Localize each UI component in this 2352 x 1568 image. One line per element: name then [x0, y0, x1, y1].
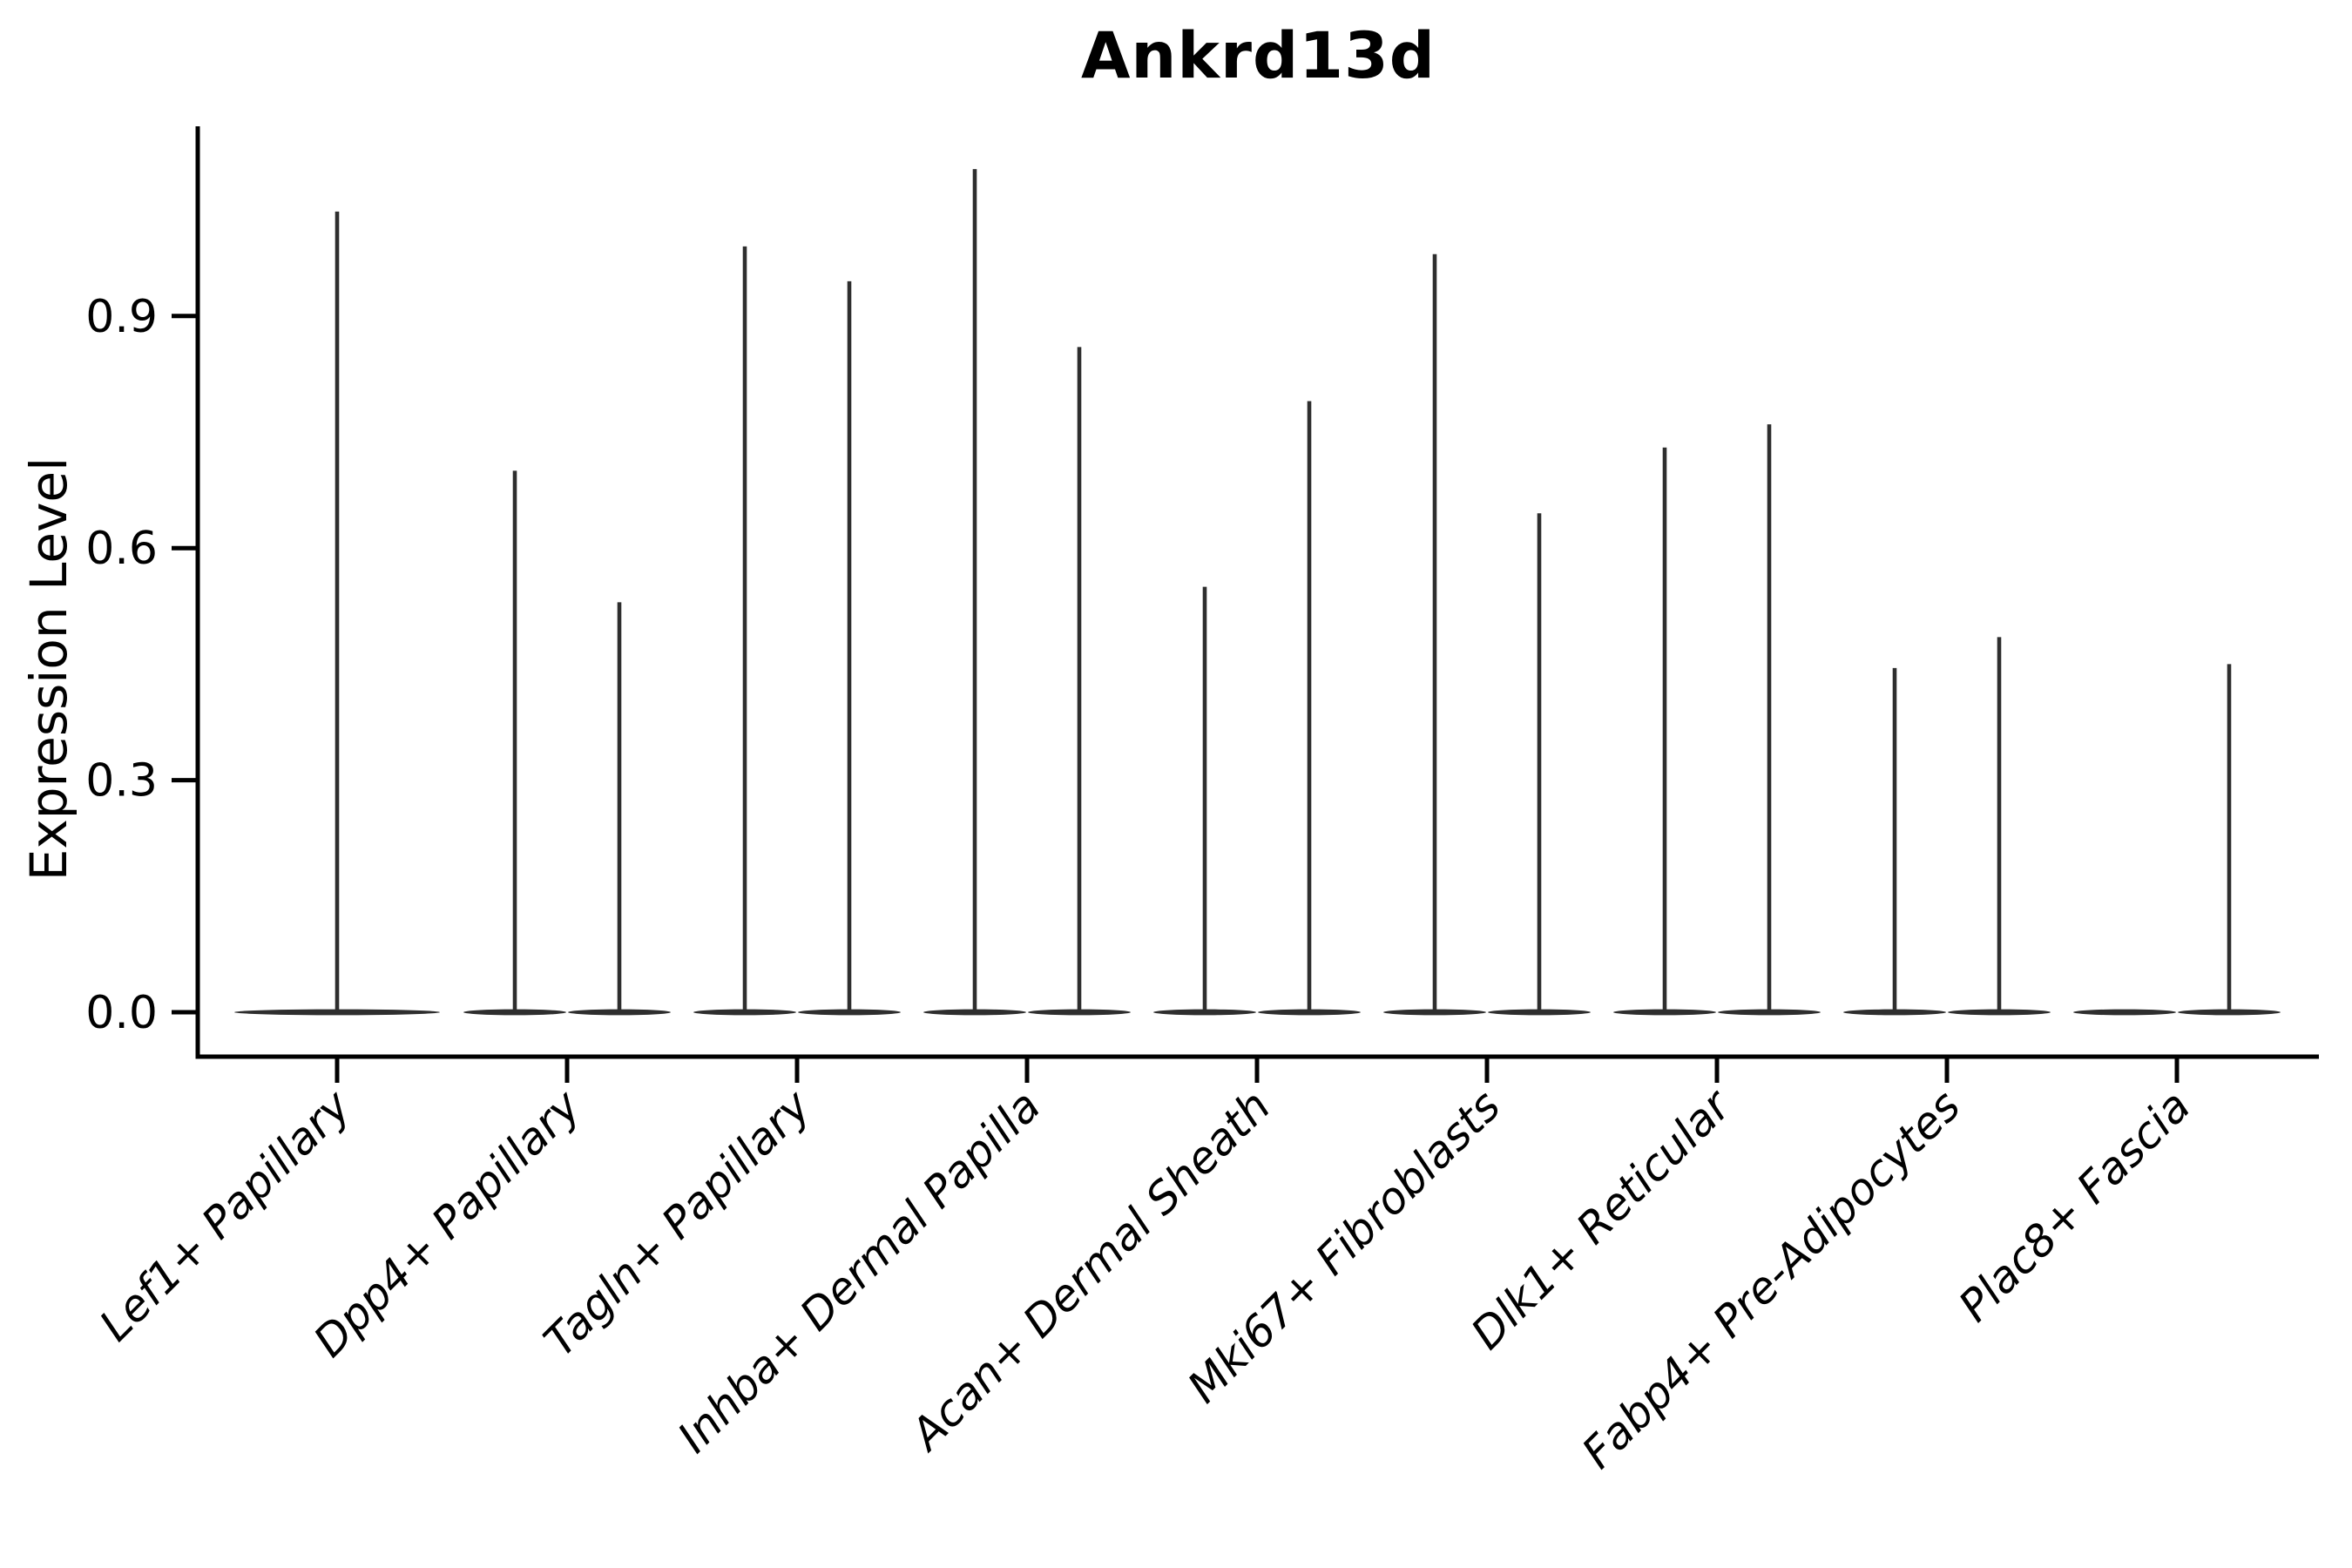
x-tick-label: Inhba+ Dermal Papilla	[668, 1080, 1050, 1462]
chart-title: Ankrd13d	[1080, 19, 1436, 93]
y-tick-label: 0.6	[85, 523, 158, 575]
y-tick-label: 0.9	[85, 291, 158, 343]
x-tick-label: Lef1+ Papillary	[90, 1079, 361, 1350]
x-tick-label: Plac8+ Fascia	[1950, 1080, 2200, 1331]
violin-baseline	[2073, 1009, 2176, 1016]
x-tick-label: Fabp4+ Pre-Adipocytes	[1572, 1080, 1970, 1478]
y-tick-label: 0.0	[85, 987, 158, 1039]
y-tick-label: 0.3	[85, 755, 158, 808]
